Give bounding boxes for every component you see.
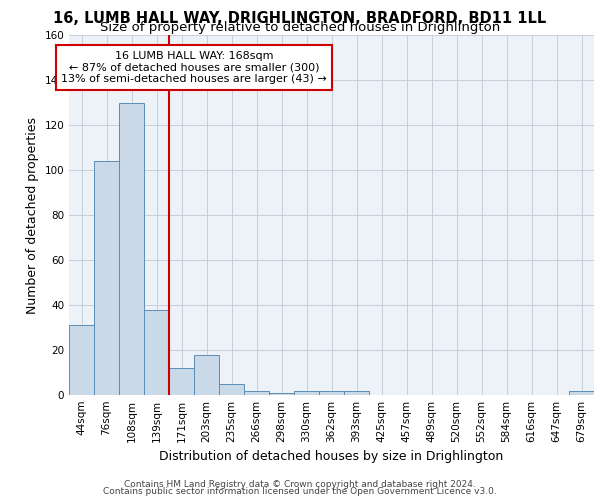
Text: 16 LUMB HALL WAY: 168sqm
← 87% of detached houses are smaller (300)
13% of semi-: 16 LUMB HALL WAY: 168sqm ← 87% of detach… xyxy=(61,51,327,84)
Y-axis label: Number of detached properties: Number of detached properties xyxy=(26,116,39,314)
Bar xyxy=(569,390,594,395)
Bar xyxy=(269,393,294,395)
Bar xyxy=(169,368,194,395)
X-axis label: Distribution of detached houses by size in Drighlington: Distribution of detached houses by size … xyxy=(160,450,503,464)
Bar xyxy=(344,390,369,395)
Bar xyxy=(69,325,94,395)
Text: Contains public sector information licensed under the Open Government Licence v3: Contains public sector information licen… xyxy=(103,487,497,496)
Bar xyxy=(119,102,144,395)
Bar xyxy=(94,161,119,395)
Text: Contains HM Land Registry data © Crown copyright and database right 2024.: Contains HM Land Registry data © Crown c… xyxy=(124,480,476,489)
Text: 16, LUMB HALL WAY, DRIGHLINGTON, BRADFORD, BD11 1LL: 16, LUMB HALL WAY, DRIGHLINGTON, BRADFOR… xyxy=(53,11,547,26)
Text: Size of property relative to detached houses in Drighlington: Size of property relative to detached ho… xyxy=(100,21,500,34)
Bar xyxy=(219,384,244,395)
Bar xyxy=(144,310,169,395)
Bar xyxy=(294,390,319,395)
Bar xyxy=(319,390,344,395)
Bar xyxy=(194,354,219,395)
Bar xyxy=(244,390,269,395)
